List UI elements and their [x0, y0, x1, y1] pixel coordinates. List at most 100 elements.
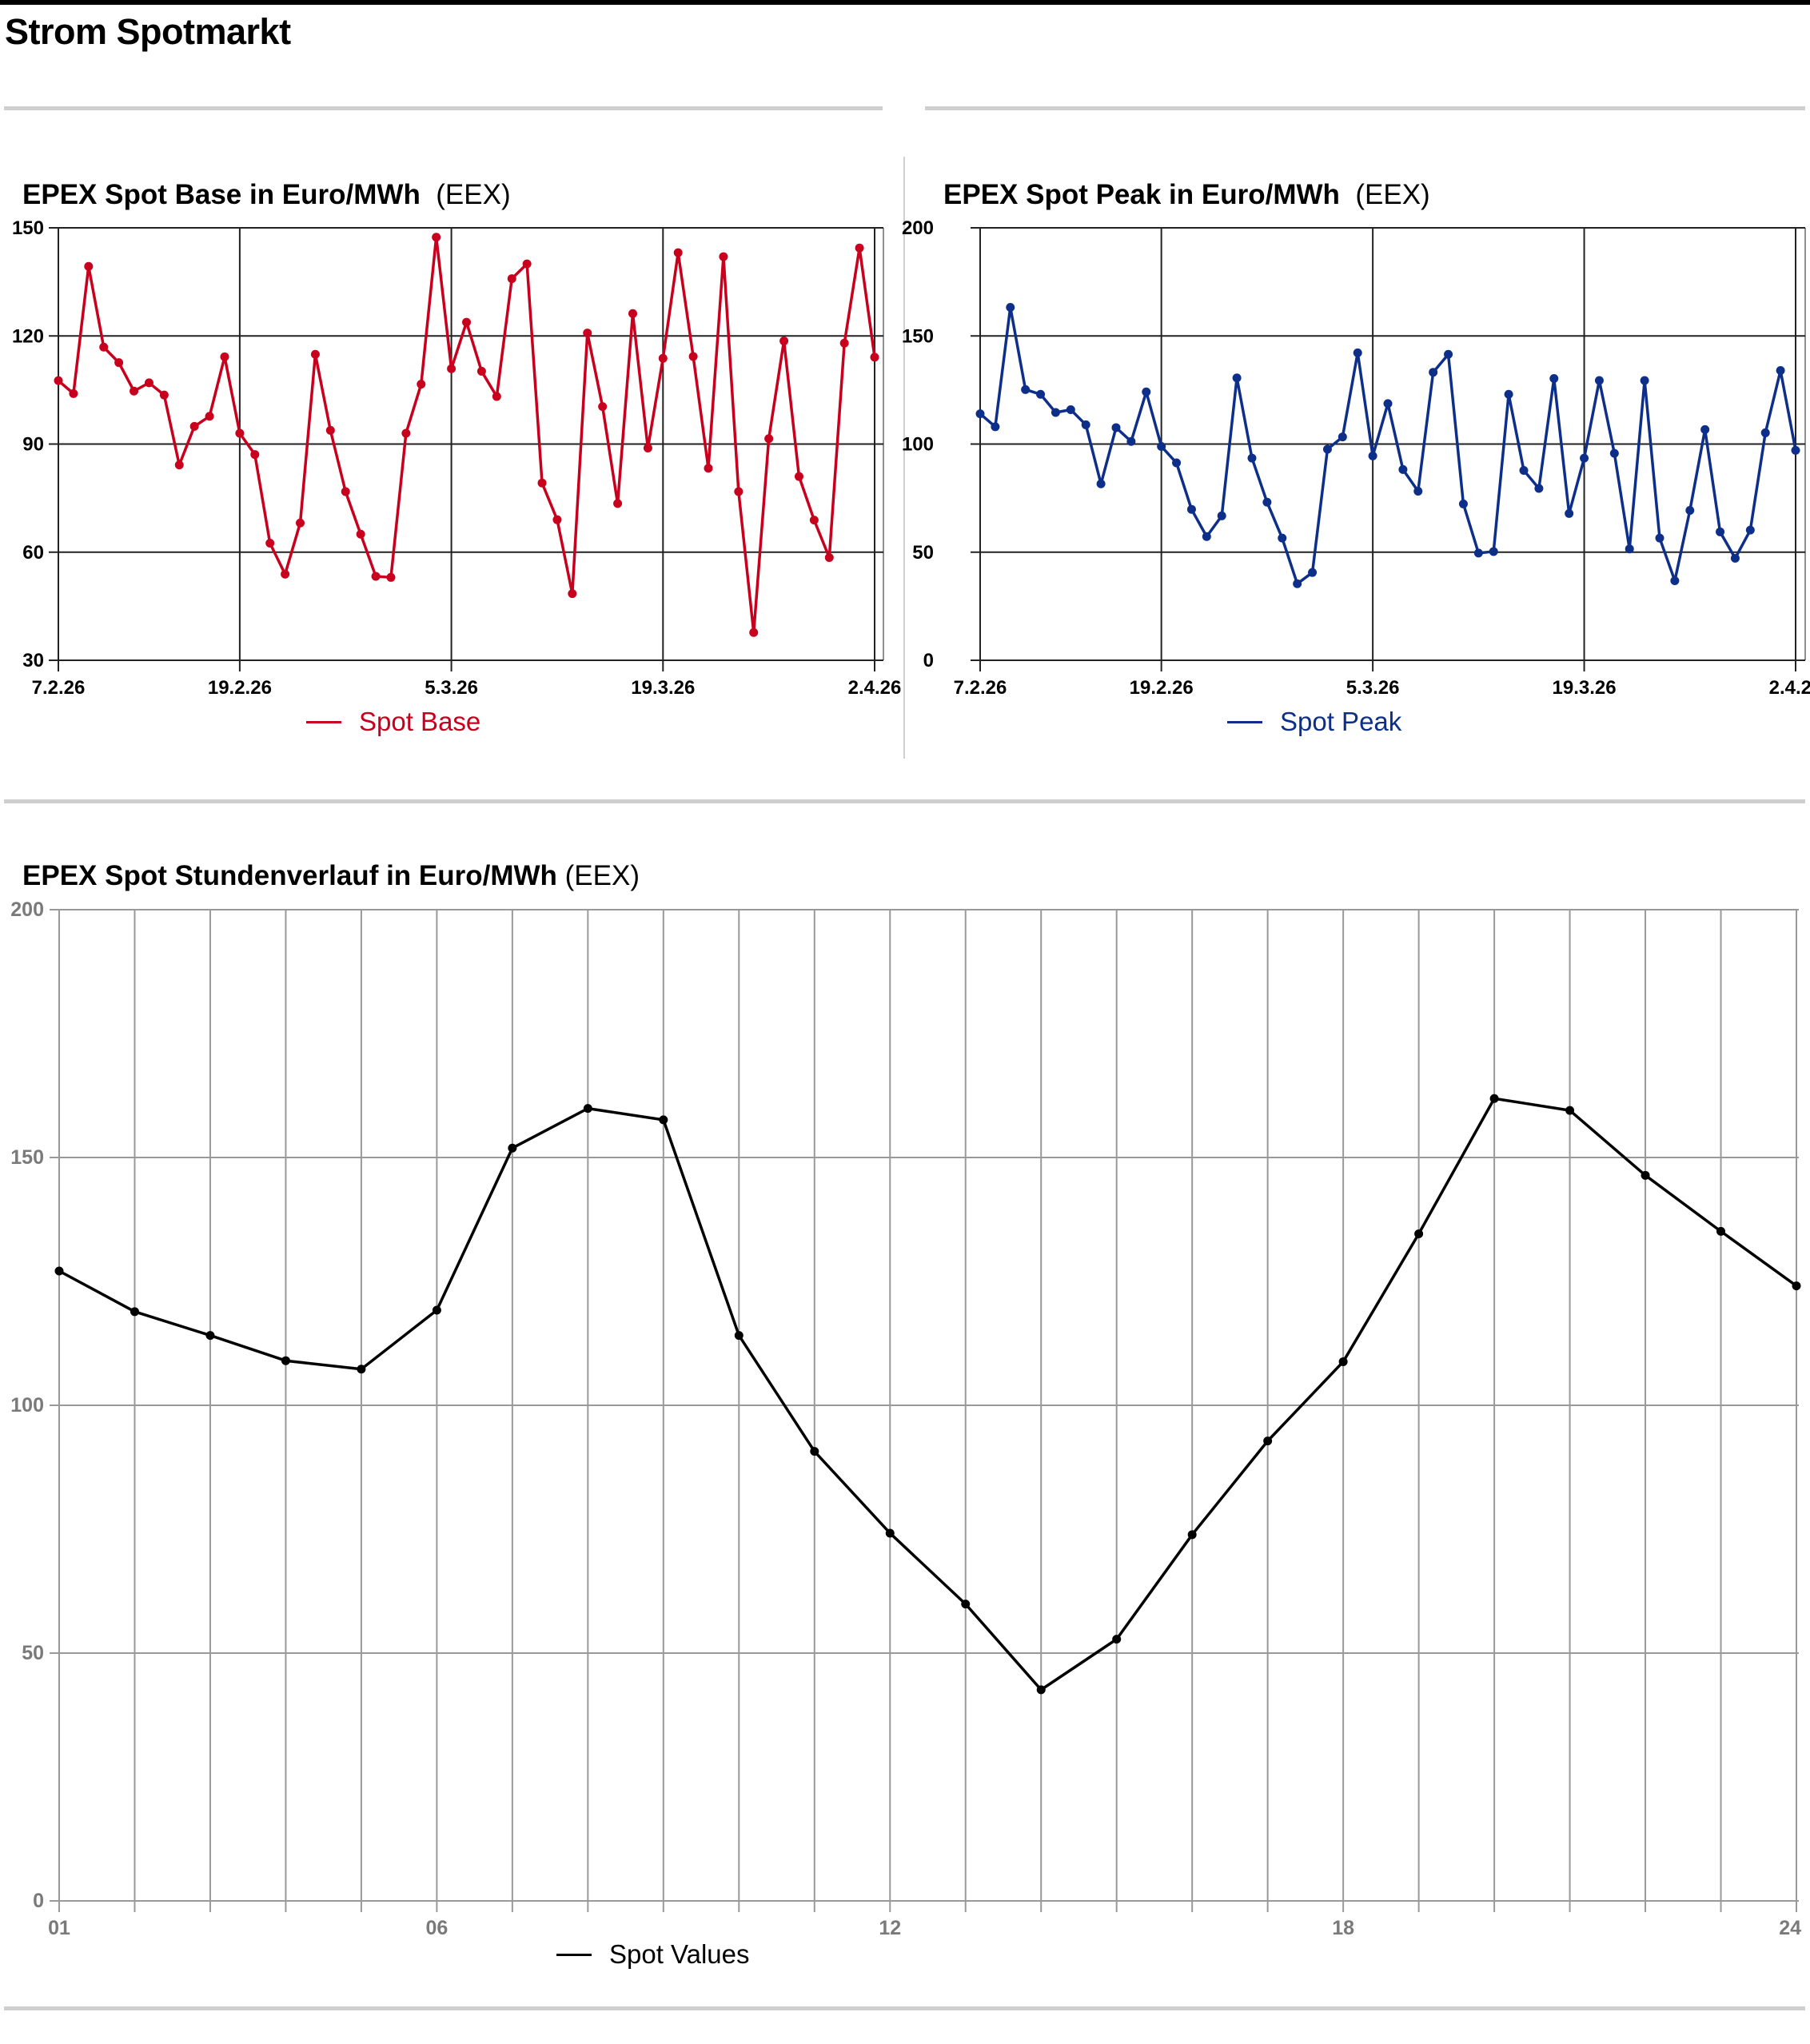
hourly-data-point [1641, 1170, 1650, 1180]
base-data-point [598, 402, 608, 412]
base-x-tick-label: 19.2.26 [208, 677, 272, 699]
peak-data-point [1760, 428, 1770, 437]
hourly-data-point [961, 1600, 971, 1609]
base-data-point [220, 352, 229, 361]
base-data-point [447, 364, 456, 373]
hourly-data-point [659, 1115, 668, 1125]
peak-x-tick-label: 19.2.26 [1130, 677, 1194, 699]
base-data-point [704, 464, 713, 473]
hourly-data-point [1187, 1530, 1197, 1540]
base-y-tick-label: 120 [12, 325, 44, 347]
hourly-chart-title-text: EPEX Spot Stundenverlauf in Euro/MWh [22, 860, 557, 891]
peak-data-point [1444, 349, 1453, 359]
peak-chart-title: EPEX Spot Peak in Euro/MWh (EEX) [943, 179, 1430, 211]
peak-data-point [1111, 423, 1121, 432]
hourly-data-point [734, 1331, 744, 1341]
base-data-point [658, 353, 668, 363]
base-data-point [69, 388, 78, 398]
peak-data-point [1534, 484, 1544, 493]
base-data-point [507, 274, 516, 284]
peak-y-tick-label: 200 [902, 217, 934, 239]
base-data-point [235, 428, 245, 438]
base-data-point [159, 390, 169, 400]
peak-data-point [975, 409, 985, 419]
hourly-line-chart: 0 50 100 150 200 01 06 12 18 24 [10, 898, 1801, 1939]
peak-x-tick-label: 7.2.26 [954, 677, 1007, 699]
hourly-data-point [357, 1365, 366, 1374]
peak-data-point [1142, 387, 1151, 396]
base-data-point [568, 589, 577, 599]
peak-data-point [1308, 568, 1318, 577]
peak-chart-title-text: EPEX Spot Peak in Euro/MWh [943, 179, 1340, 210]
base-x-tick-label: 2.4.26 [848, 677, 902, 699]
peak-data-point [1081, 420, 1090, 429]
hourly-chart-source: (EEX) [564, 860, 640, 891]
base-data-point [613, 499, 623, 508]
peak-x-tick-label: 19.3.26 [1553, 677, 1617, 699]
base-data-point [643, 443, 652, 452]
divider-right [925, 106, 1805, 110]
peak-data-point [1580, 453, 1589, 463]
base-data-point [296, 518, 305, 528]
hourly-data-point [1036, 1685, 1046, 1695]
base-y-tick-label: 30 [22, 650, 44, 671]
peak-data-point [1504, 389, 1513, 399]
peak-data-point [1791, 445, 1800, 455]
base-data-point [855, 243, 864, 253]
divider-left [4, 106, 883, 110]
peak-data-point [1247, 453, 1257, 463]
base-data-point [583, 329, 592, 338]
base-data-point [552, 515, 562, 524]
base-data-point [476, 366, 486, 376]
hourly-data-point [432, 1305, 441, 1315]
base-data-point [749, 628, 759, 637]
base-legend-swatch [306, 720, 341, 723]
base-data-point [250, 450, 260, 460]
hourly-legend-label: Spot Values [609, 1939, 750, 1969]
base-data-point [99, 342, 109, 352]
base-data-point [809, 516, 819, 525]
hourly-data-point [810, 1447, 819, 1456]
peak-data-point [1700, 424, 1710, 434]
base-data-point [492, 392, 501, 401]
peak-data-point [1670, 576, 1680, 585]
hourly-y-tick-label: 100 [10, 1394, 44, 1416]
peak-data-point [1565, 508, 1574, 518]
base-data-point [341, 487, 350, 496]
hourly-data-point [583, 1104, 592, 1114]
peak-data-point [1458, 499, 1468, 508]
base-chart-title-text: EPEX Spot Base in Euro/MWh [22, 179, 421, 210]
base-data-point [432, 233, 441, 242]
peak-data-point [1413, 486, 1423, 496]
base-y-tick-label: 90 [22, 434, 44, 456]
peak-data-point [1745, 525, 1755, 535]
peak-line-chart: 0 50 100 150 200 7.2.26 19.2.26 5.3.26 19.3.26 2.… [902, 217, 1810, 699]
peak-data-point [1278, 533, 1287, 543]
hourly-x-tick-label: 01 [48, 1917, 70, 1939]
peak-legend-label: Spot Peak [1280, 707, 1402, 736]
hourly-data-point [130, 1307, 139, 1317]
peak-data-point [1006, 303, 1015, 313]
top-bar [0, 0, 1810, 5]
hourly-y-tick-label: 150 [10, 1146, 44, 1169]
base-x-tick-label: 19.3.26 [631, 677, 695, 699]
hourly-data-point [281, 1356, 290, 1365]
peak-data-point [1655, 533, 1664, 543]
hourly-chart-title: EPEX Spot Stundenverlauf in Euro/MWh (EE… [22, 860, 640, 892]
base-data-point [764, 434, 774, 444]
base-data-point [205, 412, 214, 421]
peak-data-point [1383, 399, 1393, 408]
peak-data-point [991, 422, 1000, 432]
peak-data-point [1429, 368, 1438, 377]
peak-y-tick-label: 0 [923, 650, 934, 671]
peak-y-tick-label: 100 [902, 434, 934, 456]
peak-chart-source: (EEX) [1355, 179, 1430, 210]
hourly-x-tick-label: 06 [425, 1917, 448, 1939]
hourly-legend: Spot Values [556, 1939, 750, 1970]
peak-data-point [1157, 441, 1166, 451]
base-data-point [839, 338, 849, 348]
peak-data-point [1398, 464, 1408, 474]
peak-data-point [1776, 366, 1785, 376]
peak-data-point [1051, 408, 1060, 417]
base-chart-title: EPEX Spot Base in Euro/MWh (EEX) [22, 179, 511, 211]
